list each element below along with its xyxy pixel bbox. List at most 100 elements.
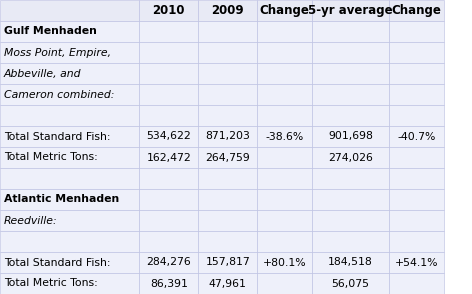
Text: 56,075: 56,075 (331, 278, 370, 288)
FancyBboxPatch shape (257, 147, 312, 168)
FancyBboxPatch shape (389, 168, 444, 189)
FancyBboxPatch shape (389, 189, 444, 210)
FancyBboxPatch shape (198, 84, 257, 105)
FancyBboxPatch shape (0, 42, 139, 63)
Text: Moss Point, Empire,: Moss Point, Empire, (4, 48, 111, 58)
Text: 284,276: 284,276 (146, 258, 191, 268)
Text: Cameron combined:: Cameron combined: (4, 89, 114, 99)
FancyBboxPatch shape (139, 63, 198, 84)
FancyBboxPatch shape (257, 168, 312, 189)
FancyBboxPatch shape (139, 231, 198, 252)
FancyBboxPatch shape (257, 210, 312, 231)
FancyBboxPatch shape (312, 252, 389, 273)
Text: -40.7%: -40.7% (397, 131, 436, 141)
Text: 264,759: 264,759 (205, 153, 250, 163)
FancyBboxPatch shape (139, 0, 198, 21)
FancyBboxPatch shape (257, 0, 312, 21)
Text: 871,203: 871,203 (205, 131, 250, 141)
FancyBboxPatch shape (139, 189, 198, 210)
FancyBboxPatch shape (139, 252, 198, 273)
FancyBboxPatch shape (139, 273, 198, 294)
FancyBboxPatch shape (312, 84, 389, 105)
Text: Gulf Menhaden: Gulf Menhaden (4, 26, 97, 36)
Text: 5-yr average: 5-yr average (308, 4, 393, 17)
FancyBboxPatch shape (257, 105, 312, 126)
Text: 2009: 2009 (211, 4, 244, 17)
Text: +80.1%: +80.1% (262, 258, 306, 268)
FancyBboxPatch shape (139, 147, 198, 168)
Text: 184,518: 184,518 (328, 258, 373, 268)
Text: Total Metric Tons:: Total Metric Tons: (4, 278, 98, 288)
FancyBboxPatch shape (0, 210, 139, 231)
Text: 274,026: 274,026 (328, 153, 373, 163)
FancyBboxPatch shape (198, 42, 257, 63)
FancyBboxPatch shape (198, 21, 257, 42)
FancyBboxPatch shape (0, 168, 139, 189)
FancyBboxPatch shape (312, 189, 389, 210)
FancyBboxPatch shape (198, 189, 257, 210)
Text: Atlantic Menhaden: Atlantic Menhaden (4, 195, 119, 205)
FancyBboxPatch shape (0, 231, 139, 252)
FancyBboxPatch shape (257, 42, 312, 63)
FancyBboxPatch shape (139, 210, 198, 231)
Text: Change: Change (392, 4, 441, 17)
Text: +54.1%: +54.1% (395, 258, 438, 268)
Text: 534,622: 534,622 (146, 131, 191, 141)
FancyBboxPatch shape (389, 126, 444, 147)
FancyBboxPatch shape (257, 63, 312, 84)
FancyBboxPatch shape (257, 21, 312, 42)
FancyBboxPatch shape (139, 105, 198, 126)
FancyBboxPatch shape (198, 168, 257, 189)
Text: -38.6%: -38.6% (265, 131, 303, 141)
Text: 157,817: 157,817 (205, 258, 250, 268)
FancyBboxPatch shape (198, 273, 257, 294)
Text: Change: Change (260, 4, 309, 17)
FancyBboxPatch shape (312, 210, 389, 231)
FancyBboxPatch shape (198, 63, 257, 84)
FancyBboxPatch shape (389, 21, 444, 42)
Text: Total Standard Fish:: Total Standard Fish: (4, 258, 110, 268)
FancyBboxPatch shape (198, 252, 257, 273)
FancyBboxPatch shape (312, 42, 389, 63)
FancyBboxPatch shape (0, 21, 139, 42)
FancyBboxPatch shape (139, 42, 198, 63)
FancyBboxPatch shape (389, 105, 444, 126)
FancyBboxPatch shape (198, 231, 257, 252)
Text: 162,472: 162,472 (146, 153, 191, 163)
Text: Total Metric Tons:: Total Metric Tons: (4, 153, 98, 163)
FancyBboxPatch shape (198, 105, 257, 126)
Text: Abbeville, and: Abbeville, and (4, 69, 81, 78)
Text: 2010: 2010 (152, 4, 185, 17)
FancyBboxPatch shape (0, 273, 139, 294)
FancyBboxPatch shape (257, 84, 312, 105)
FancyBboxPatch shape (0, 252, 139, 273)
FancyBboxPatch shape (0, 63, 139, 84)
FancyBboxPatch shape (139, 168, 198, 189)
FancyBboxPatch shape (139, 126, 198, 147)
FancyBboxPatch shape (389, 42, 444, 63)
FancyBboxPatch shape (389, 273, 444, 294)
FancyBboxPatch shape (139, 21, 198, 42)
Text: Reedville:: Reedville: (4, 216, 58, 225)
FancyBboxPatch shape (389, 0, 444, 21)
FancyBboxPatch shape (312, 168, 389, 189)
FancyBboxPatch shape (312, 126, 389, 147)
Text: 47,961: 47,961 (209, 278, 247, 288)
FancyBboxPatch shape (312, 231, 389, 252)
FancyBboxPatch shape (312, 0, 389, 21)
FancyBboxPatch shape (389, 231, 444, 252)
FancyBboxPatch shape (0, 147, 139, 168)
FancyBboxPatch shape (257, 273, 312, 294)
Text: 901,698: 901,698 (328, 131, 373, 141)
FancyBboxPatch shape (312, 21, 389, 42)
FancyBboxPatch shape (198, 126, 257, 147)
FancyBboxPatch shape (389, 252, 444, 273)
FancyBboxPatch shape (389, 147, 444, 168)
FancyBboxPatch shape (312, 63, 389, 84)
FancyBboxPatch shape (389, 63, 444, 84)
FancyBboxPatch shape (257, 126, 312, 147)
FancyBboxPatch shape (257, 231, 312, 252)
FancyBboxPatch shape (198, 210, 257, 231)
FancyBboxPatch shape (389, 210, 444, 231)
FancyBboxPatch shape (0, 105, 139, 126)
